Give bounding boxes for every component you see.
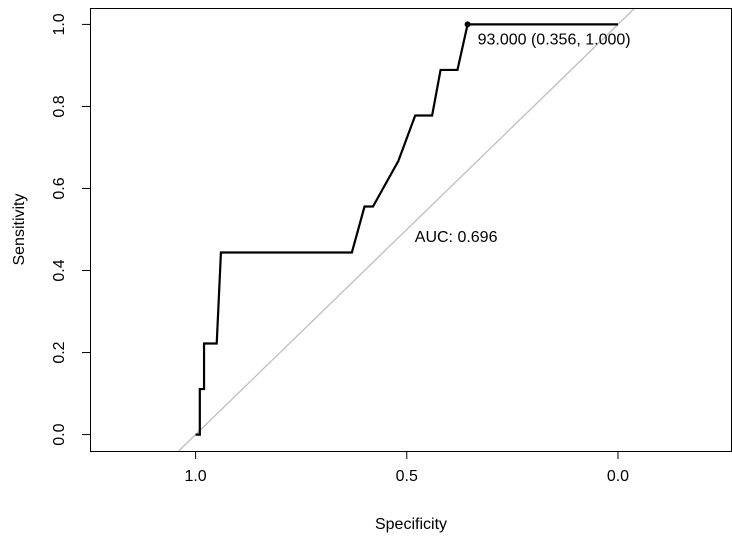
x-tick-label: 0.0 <box>607 468 629 485</box>
reference-line-group <box>178 7 636 452</box>
reference-diagonal-line <box>178 7 636 452</box>
y-axis-label: Sensitivity <box>11 193 28 265</box>
y-axis: 0.0 0.2 0.4 0.6 0.8 1.0 <box>51 13 91 446</box>
y-tick-label: 0.0 <box>51 423 68 445</box>
y-tick-label: 0.8 <box>51 95 68 117</box>
x-tick-label: 0.5 <box>396 468 418 485</box>
roc-curve-group <box>195 23 618 436</box>
x-axis-label: Specificity <box>375 516 447 533</box>
x-axis: 1.0 0.5 0.0 <box>184 451 629 485</box>
best-point-group <box>464 21 471 28</box>
y-tick-label: 0.4 <box>51 259 68 281</box>
best-threshold-point <box>464 21 471 28</box>
auc-label: AUC: 0.696 <box>415 229 498 246</box>
plot-frame <box>90 8 732 452</box>
roc-curve-line-0 <box>195 23 618 436</box>
x-tick-label: 1.0 <box>184 468 206 485</box>
y-tick-label: 1.0 <box>51 13 68 35</box>
best-threshold-label: 93.000 (0.356, 1.000) <box>478 31 631 48</box>
y-tick-label: 0.2 <box>51 341 68 363</box>
y-tick-label: 0.6 <box>51 177 68 199</box>
annotation-group: 93.000 (0.356, 1.000) AUC: 0.696 <box>415 31 631 245</box>
